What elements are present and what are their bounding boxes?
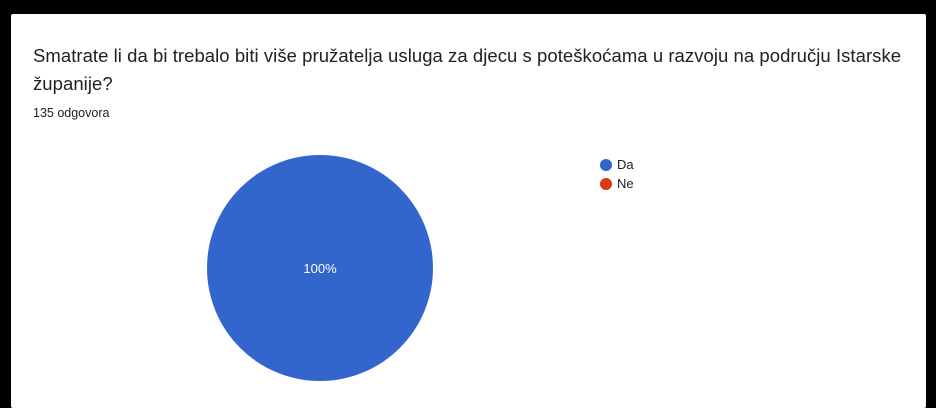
question-title: Smatrate li da bi trebalo biti više pruž…	[33, 45, 902, 94]
response-count: 135 odgovora	[33, 106, 110, 120]
legend-item-da[interactable]: Da	[600, 155, 634, 174]
pie-chart: 100%	[207, 155, 433, 381]
legend-swatch-da	[600, 158, 612, 171]
chart-legend: Da Ne	[600, 155, 634, 193]
legend-swatch-ne	[600, 177, 612, 190]
chart-card: Smatrate li da bi trebalo biti više pruž…	[11, 14, 926, 408]
pie-data-label-da: 100%	[303, 261, 337, 276]
legend-label-ne: Ne	[617, 176, 634, 191]
pie-slice-da[interactable]	[207, 155, 433, 381]
legend-item-ne[interactable]: Ne	[600, 174, 634, 193]
legend-label-da: Da	[617, 157, 634, 172]
